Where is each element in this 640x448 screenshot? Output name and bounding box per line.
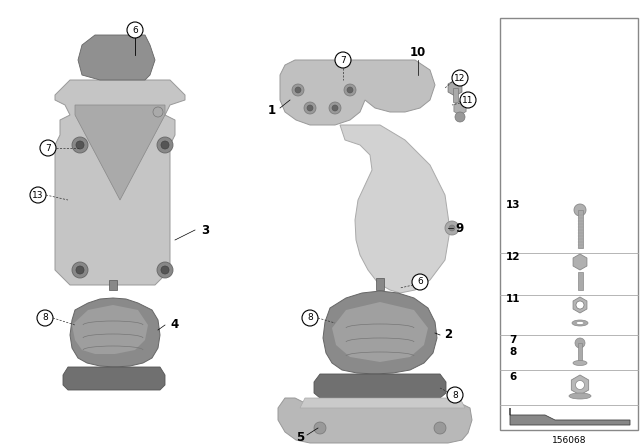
Bar	[577, 272, 582, 290]
Text: 1: 1	[268, 103, 276, 116]
Circle shape	[37, 310, 53, 326]
Text: 12: 12	[506, 252, 520, 262]
Text: 2: 2	[444, 328, 452, 341]
Ellipse shape	[569, 393, 591, 399]
Polygon shape	[300, 398, 465, 408]
Circle shape	[153, 107, 163, 117]
Text: 8: 8	[452, 391, 458, 400]
Circle shape	[447, 387, 463, 403]
Bar	[376, 278, 384, 290]
Text: 4: 4	[171, 319, 179, 332]
Text: 7: 7	[340, 56, 346, 65]
Polygon shape	[72, 305, 148, 354]
Polygon shape	[63, 367, 165, 390]
Ellipse shape	[576, 322, 584, 324]
Bar	[500, 18, 638, 430]
Circle shape	[575, 380, 584, 389]
Bar	[578, 343, 582, 363]
Text: 11: 11	[506, 294, 520, 304]
Circle shape	[302, 310, 318, 326]
Circle shape	[575, 338, 585, 348]
Circle shape	[76, 266, 84, 274]
Text: 6: 6	[132, 26, 138, 34]
Polygon shape	[340, 125, 450, 293]
Polygon shape	[332, 302, 428, 362]
Circle shape	[344, 84, 356, 96]
Text: 8: 8	[307, 314, 313, 323]
Circle shape	[161, 141, 169, 149]
Circle shape	[347, 87, 353, 93]
Circle shape	[157, 137, 173, 153]
Polygon shape	[510, 408, 630, 425]
Circle shape	[127, 22, 143, 38]
Circle shape	[307, 105, 313, 111]
Circle shape	[295, 87, 301, 93]
Circle shape	[574, 204, 586, 216]
Text: 6: 6	[417, 277, 423, 287]
Circle shape	[72, 137, 88, 153]
Text: 3: 3	[201, 224, 209, 237]
Circle shape	[460, 92, 476, 108]
Text: 6: 6	[509, 372, 516, 382]
Bar	[577, 210, 582, 248]
Polygon shape	[323, 291, 437, 374]
Bar	[452, 88, 458, 102]
Circle shape	[434, 422, 446, 434]
Circle shape	[329, 102, 341, 114]
Text: 13: 13	[32, 190, 44, 199]
Bar	[109, 280, 117, 290]
Polygon shape	[78, 35, 155, 80]
Circle shape	[157, 262, 173, 278]
Circle shape	[30, 187, 46, 203]
Text: 13: 13	[506, 200, 520, 210]
Text: 10: 10	[410, 46, 426, 59]
Circle shape	[76, 141, 84, 149]
Polygon shape	[75, 105, 165, 200]
Circle shape	[304, 102, 316, 114]
Circle shape	[455, 112, 465, 122]
Ellipse shape	[573, 361, 587, 366]
Circle shape	[449, 225, 455, 231]
Text: 7: 7	[509, 335, 516, 345]
Ellipse shape	[572, 320, 588, 326]
Polygon shape	[280, 60, 435, 125]
Text: 8: 8	[42, 314, 48, 323]
Circle shape	[314, 422, 326, 434]
Circle shape	[72, 262, 88, 278]
Circle shape	[412, 274, 428, 290]
Polygon shape	[70, 298, 160, 367]
Polygon shape	[314, 374, 446, 398]
Circle shape	[576, 301, 584, 309]
Circle shape	[445, 221, 459, 235]
Text: 156068: 156068	[552, 435, 586, 444]
Polygon shape	[278, 398, 472, 443]
Circle shape	[161, 266, 169, 274]
Text: 8: 8	[509, 347, 516, 357]
Text: 9: 9	[456, 221, 464, 234]
Text: 7: 7	[45, 143, 51, 152]
Circle shape	[335, 52, 351, 68]
Text: 11: 11	[462, 95, 474, 104]
Text: 5: 5	[296, 431, 304, 444]
Polygon shape	[55, 80, 185, 285]
Circle shape	[452, 70, 468, 86]
Circle shape	[292, 84, 304, 96]
Circle shape	[40, 140, 56, 156]
Text: 12: 12	[454, 73, 466, 82]
Circle shape	[332, 105, 338, 111]
